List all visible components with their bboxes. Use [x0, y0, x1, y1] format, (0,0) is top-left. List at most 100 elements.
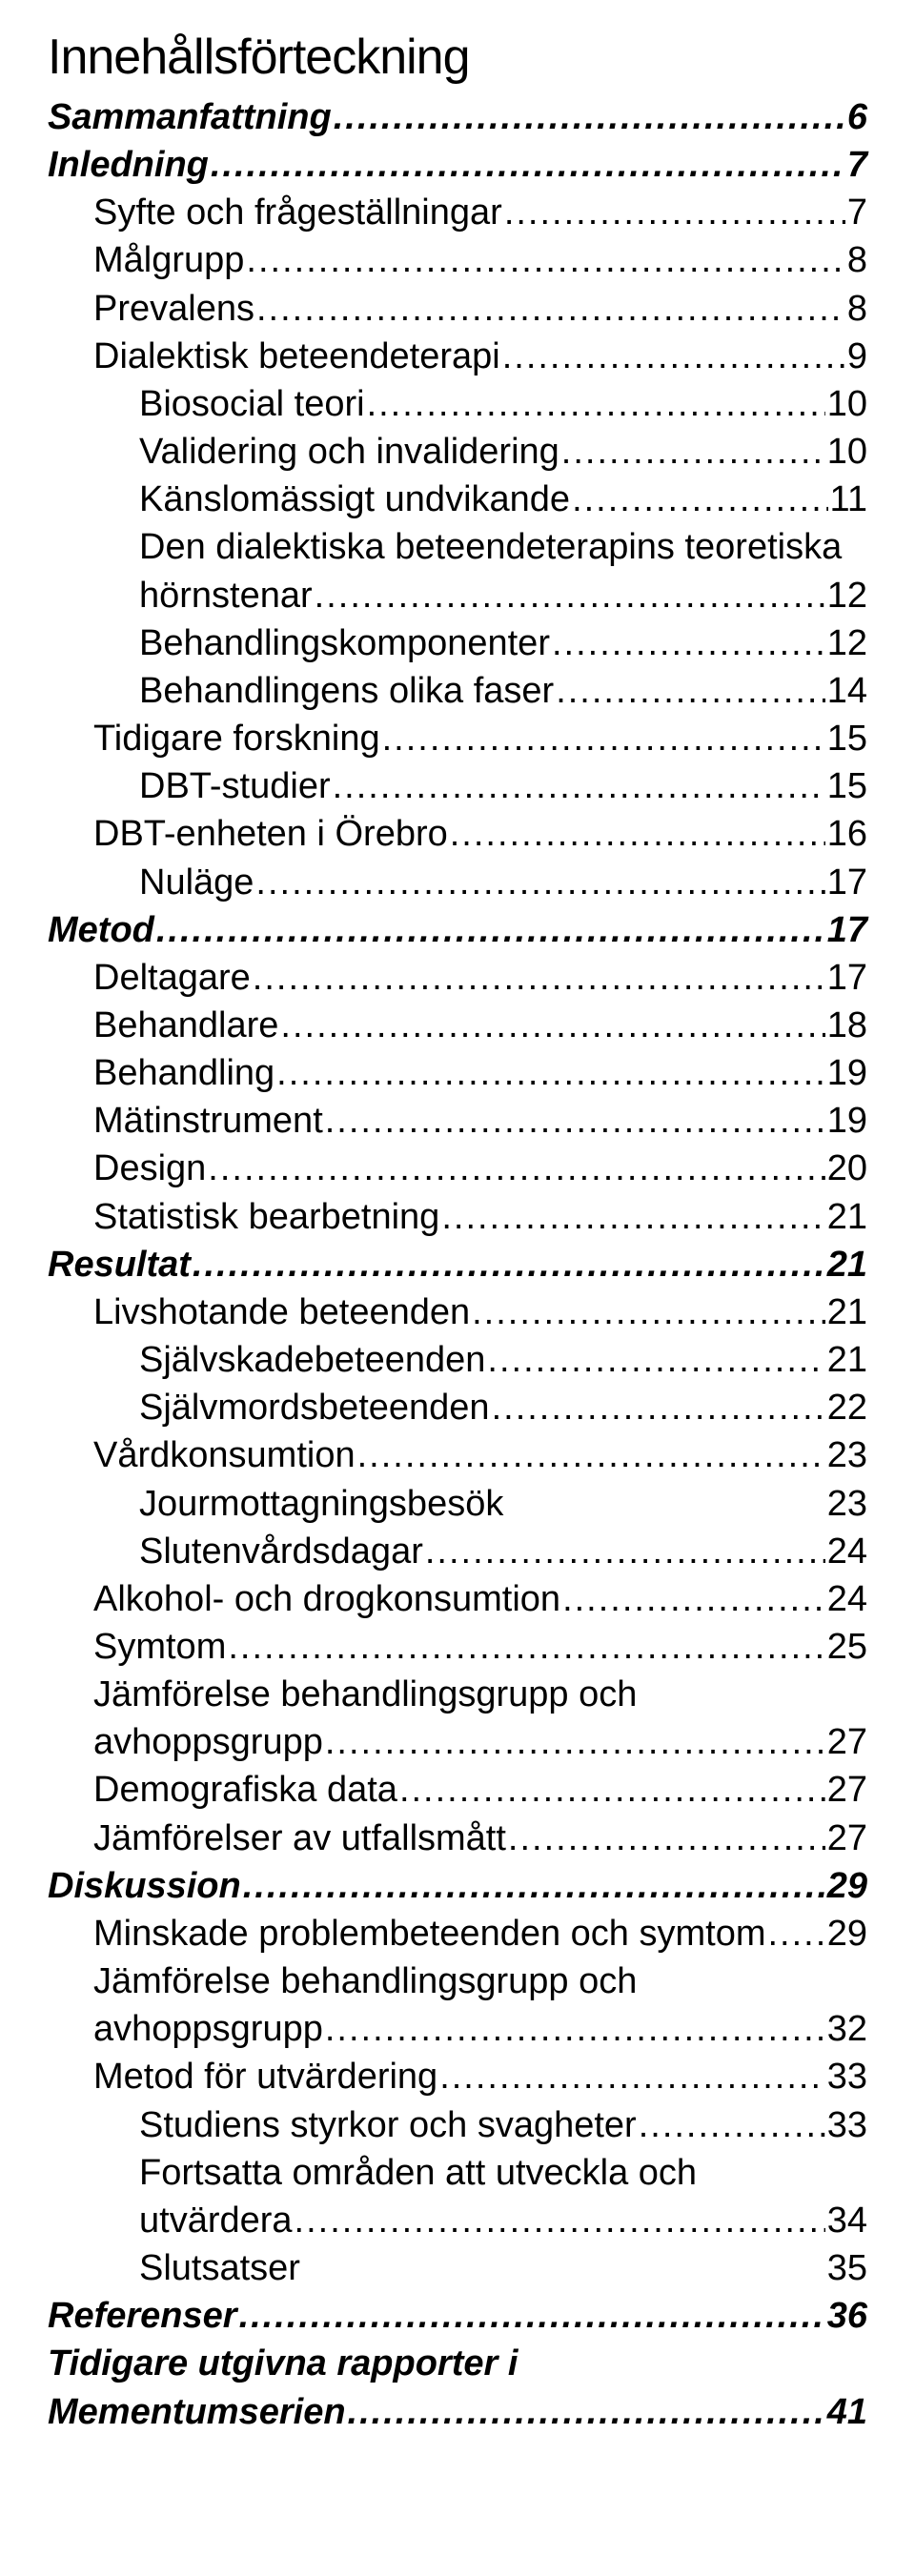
toc-entry-label: Studiens styrkor och svagheter [139, 2101, 637, 2149]
toc-dots [450, 810, 825, 858]
toc-dots [441, 1193, 824, 1241]
toc-entry-page: 29 [827, 1862, 867, 1910]
toc-dots [425, 1528, 825, 1575]
toc-entry-page: 18 [827, 1002, 867, 1049]
toc-entry-label: Jämförelse behandlingsgrupp och [93, 1957, 637, 2005]
toc-entry: DBT-studier15 [48, 762, 867, 810]
toc-entry: Självskadebeteenden21 [48, 1336, 867, 1384]
toc-entry: Livshotande beteenden21 [48, 1288, 867, 1336]
toc-entry: Referenser 36 [48, 2292, 867, 2340]
toc-entry-label: Symtom [93, 1623, 226, 1671]
toc-dots [228, 1623, 824, 1671]
toc-entry: Metod för utvärdering 33 [48, 2053, 867, 2100]
toc-dots [357, 1431, 825, 1479]
toc-entry: Jämförelser av utfallsmått27 [48, 1815, 867, 1862]
toc-entry: Vårdkonsumtion 23 [48, 1431, 867, 1479]
toc-entry-page: 17 [827, 906, 867, 954]
toc-entry-label: Jämförelser av utfallsmått [93, 1815, 506, 1862]
toc-dots [367, 380, 825, 428]
toc-entry-label: Sammanfattning [48, 93, 332, 141]
toc-entry-label: utvärdera [139, 2197, 293, 2244]
toc-list: Sammanfattning 6Inledning7Syfte och fråge… [48, 93, 867, 2436]
toc-entry-page: 36 [827, 2292, 867, 2340]
toc-dots [208, 1145, 824, 1192]
toc-dots [334, 93, 845, 141]
toc-dots [253, 954, 825, 1002]
toc-entry-page: 24 [827, 1528, 867, 1575]
toc-dots [243, 1862, 825, 1910]
toc-dots [246, 236, 844, 284]
toc-entry: Mätinstrument19 [48, 1097, 867, 1145]
toc-entry: Slutenvårdsdagar 24 [48, 1528, 867, 1575]
toc-dots [439, 2053, 825, 2100]
toc-entry: Resultat21 [48, 1241, 867, 1288]
toc-entry-page: 21 [827, 1193, 867, 1241]
toc-entry: Syfte och frågeställningar7 [48, 189, 867, 236]
toc-entry: Behandlare 18 [48, 1002, 867, 1049]
toc-entry-label: DBT-enheten i Örebro [93, 810, 448, 858]
toc-entry: Fortsatta områden att utveckla och [48, 2149, 867, 2197]
toc-entry-label: Slutenvårdsdagar [139, 1528, 423, 1575]
toc-entry: Nuläge17 [48, 859, 867, 906]
toc-entry: hörnstenar12 [48, 572, 867, 619]
toc-entry-label: Tidigare forskning [93, 715, 380, 762]
toc-entry-page: 21 [827, 1336, 867, 1384]
toc-entry-label: Jourmottagningsbesök [139, 1480, 503, 1528]
toc-dots [280, 1002, 824, 1049]
toc-entry: Känslomässigt undvikande11 [48, 476, 867, 523]
toc-entry-label: Referenser [48, 2292, 237, 2340]
toc-dots [295, 2197, 825, 2244]
toc-dots [333, 762, 825, 810]
toc-entry-label: Deltagare [93, 954, 251, 1002]
toc-entry-label: Vårdkonsumtion [93, 1431, 356, 1479]
toc-dots [572, 476, 827, 523]
toc-entry-page: 32 [827, 2005, 867, 2053]
toc-dots [276, 1049, 825, 1097]
toc-dots [552, 619, 825, 667]
toc-entry-label: Tidigare utgivna rapporter i [48, 2340, 518, 2387]
toc-entry-label: Inledning [48, 141, 209, 189]
toc-entry-page: 23 [827, 1431, 867, 1479]
toc-entry-label: Metod för utvärdering [93, 2053, 437, 2100]
toc-entry-page: 24 [827, 1575, 867, 1623]
toc-dots [561, 428, 825, 476]
toc-entry-page: 8 [847, 285, 867, 333]
toc-entry-label: Minskade problembeteenden och symtom [93, 1910, 766, 1957]
toc-entry-label: Behandlingens olika faser [139, 667, 554, 715]
toc-dots [556, 667, 825, 715]
toc-entry: Statistisk bearbetning21 [48, 1193, 867, 1241]
toc-entry: Självmordsbeteenden22 [48, 1384, 867, 1431]
toc-entry: Den dialektiska beteendeterapins teoreti… [48, 523, 867, 571]
toc-entry-page: 6 [847, 93, 867, 141]
toc-entry: Mementumserien41 [48, 2388, 867, 2436]
toc-entry-page: 33 [827, 2053, 867, 2100]
toc-entry: Diskussion 29 [48, 1862, 867, 1910]
toc-dots [639, 2101, 825, 2149]
toc-dots [256, 285, 845, 333]
toc-dots [508, 1815, 825, 1862]
toc-entry-page: 35 [827, 2244, 867, 2292]
toc-entry-label: Diskussion [48, 1862, 241, 1910]
toc-dots [156, 906, 825, 954]
toc-entry-page: 29 [827, 1910, 867, 1957]
toc-entry-label: Den dialektiska beteendeterapins teoreti… [139, 523, 842, 571]
toc-entry-label: Nuläge [139, 859, 254, 906]
toc-entry-page: 34 [827, 2197, 867, 2244]
toc-entry-page: 14 [827, 667, 867, 715]
toc-entry: Jourmottagningsbesök 23 [48, 1480, 867, 1528]
toc-entry: Symtom25 [48, 1623, 867, 1671]
toc-entry-label: avhoppsgrupp [93, 2005, 323, 2053]
toc-entry-label: Validering och invalidering [139, 428, 559, 476]
toc-entry-label: Design [93, 1145, 206, 1192]
toc-dots [768, 1910, 825, 1957]
toc-entry: Dialektisk beteendeterapi9 [48, 333, 867, 380]
toc-entry-label: DBT-studier [139, 762, 331, 810]
toc-dots [492, 1384, 825, 1431]
toc-entry-page: 20 [827, 1145, 867, 1192]
toc-entry-label: Prevalens [93, 285, 254, 333]
toc-entry: Behandlingskomponenter12 [48, 619, 867, 667]
toc-entry: utvärdera 34 [48, 2197, 867, 2244]
toc-entry: Inledning7 [48, 141, 867, 189]
toc-title: Innehållsförteckning [48, 29, 867, 86]
toc-entry-label: Behandlare [93, 1002, 278, 1049]
